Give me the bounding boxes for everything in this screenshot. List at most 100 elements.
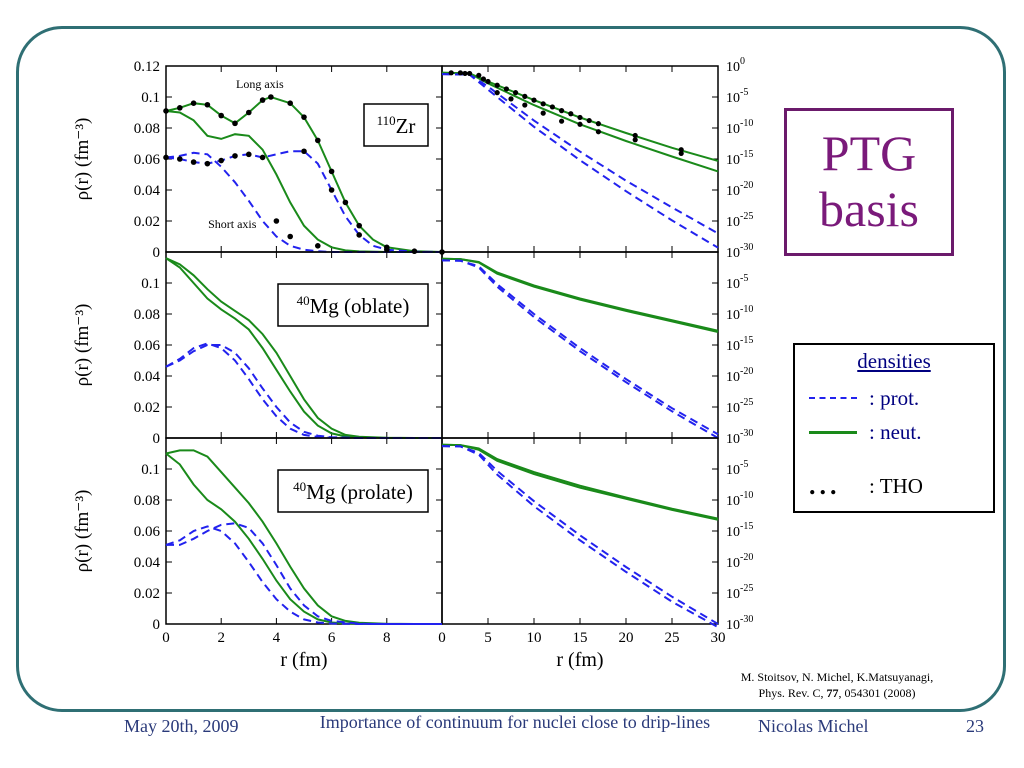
legend-title: densities (857, 349, 931, 373)
proton-log-density-curve (441, 445, 719, 625)
x-tick-label: 25 (665, 630, 680, 646)
tho-point (268, 94, 274, 100)
x-tick-label: 0 (162, 630, 170, 646)
log-tick-label: 10-10 (726, 490, 753, 509)
log-tick-label: 10-30 (726, 614, 753, 633)
y-axis-label: ρ(r) (fm⁻³) (72, 118, 93, 201)
tho-point (246, 109, 252, 116)
nucleus-label: 40Mg (prolate) (293, 479, 413, 504)
tho-log-point (586, 117, 592, 124)
y-tick-label: 0.08 (134, 307, 160, 323)
tho-log-point (448, 70, 454, 76)
proton-log-density-curve (441, 73, 719, 249)
tho-point (190, 100, 197, 106)
log-panel-frame (441, 437, 719, 625)
y-tick-label: 0.04 (134, 555, 161, 571)
tho-log-point (457, 70, 463, 76)
y-tick-label: 0.02 (134, 586, 160, 602)
log-tick-label: 100 (726, 56, 745, 75)
log-tick-label: 10-30 (726, 428, 753, 447)
log-tick-label: 10-5 (726, 459, 748, 478)
row-panel-3: 0 0.02 0.04 0.06 0.08 0.1 ρ(r) (fm⁻³) 10-5 10-10… (72, 437, 753, 633)
proton-density-curve (165, 525, 442, 625)
tho-log-point (678, 150, 684, 157)
proton-density-curve (165, 342, 442, 439)
tho-log-point (678, 147, 684, 153)
tho-log-point (632, 137, 638, 143)
x-tick-label: 2 (217, 630, 225, 646)
legend-item-neutron: : neut. (809, 419, 922, 445)
legend-proton-label: : prot. (869, 385, 920, 410)
log-tick-label: 10-25 (726, 583, 753, 602)
y-tick-label: 0.12 (134, 59, 160, 75)
tho-point (315, 137, 321, 144)
nucleus-label: 110Zr (377, 113, 416, 138)
proton-density-curve (166, 522, 442, 625)
tho-log-point (480, 76, 486, 82)
footer-title: Importance of continuum for nuclei close… (319, 712, 711, 732)
y-tick-label: 0.08 (134, 121, 160, 137)
tho-log-point (476, 72, 482, 78)
legend-tho-swatch: ... (809, 471, 841, 500)
y-tick-label: 0.02 (134, 214, 160, 230)
tho-point (232, 120, 238, 127)
tho-point (273, 218, 280, 224)
x-tick-label: 0 (438, 630, 446, 646)
density-figure: 0 0.02 0.04 0.06 0.08 0.1 0.12 ρ(r) (fm⁻³) 100 10… (60, 52, 780, 672)
citation-volume: 77 (826, 686, 839, 700)
tho-point (411, 248, 418, 255)
tho-point (163, 154, 169, 161)
legend-tho-label: : THO (869, 473, 923, 498)
tho-point (328, 168, 335, 175)
tho-log-point (485, 78, 491, 85)
tho-point (259, 97, 266, 103)
tho-log-point (559, 118, 565, 124)
x-tick-label: 15 (573, 630, 588, 646)
x-tick-label: 4 (273, 630, 281, 646)
tho-point (259, 154, 266, 161)
tho-log-point (462, 70, 468, 77)
proton-density-curve (165, 344, 442, 439)
tho-point (356, 222, 363, 229)
tho-point (301, 148, 307, 155)
citation: M. Stoitsov, N. Michel, K.Matsuyanagi, P… (712, 669, 962, 701)
neutron-log-density-curve (441, 443, 719, 521)
log-panel-frame (441, 251, 719, 439)
y-axis-label: ρ(r) (fm⁻³) (72, 490, 93, 573)
y-tick-label: 0.08 (134, 493, 160, 509)
tho-point (204, 101, 211, 108)
ptg-box-line1: PTG (821, 125, 917, 181)
ptg-box-line2: basis (819, 181, 919, 237)
citation-line2: Phys. Rev. C, 77, 054301 (2008) (712, 685, 962, 701)
tho-point (287, 233, 293, 240)
tho-log-point (577, 114, 583, 121)
tho-point (328, 187, 335, 193)
tho-log-point (503, 86, 509, 92)
x-tick-label: 30 (711, 630, 726, 646)
legend: densities : prot. : neut. ... : THO (793, 343, 995, 513)
tho-point (163, 108, 169, 114)
y-tick-label: 0.1 (141, 276, 160, 292)
tho-log-point (577, 121, 583, 127)
tho-log-point (559, 108, 565, 114)
neutron-log-density-curve (441, 71, 719, 173)
legend-neutron-swatch (809, 430, 857, 434)
annotation-short-axis: Short axis (208, 217, 257, 231)
nucleus-label: 40Mg (oblate) (297, 293, 410, 318)
tho-log-point (467, 70, 473, 77)
y-axis-label: ρ(r) (fm⁻³) (72, 304, 93, 387)
row-panel-2: 0 0.02 0.04 0.06 0.08 0.1 ρ(r) (fm⁻³) 10-5 10-10… (72, 251, 753, 447)
y-tick-label: 0 (153, 431, 161, 447)
tho-log-point (522, 93, 528, 99)
x-axis-label: r (fm) (280, 649, 327, 671)
proton-density-curve (165, 151, 442, 253)
tho-log-point (540, 110, 546, 116)
log-tick-label: 10-25 (726, 397, 753, 416)
log-tick-label: 10-20 (726, 366, 753, 385)
tho-point (287, 100, 293, 106)
proton-log-density-curve (441, 259, 719, 436)
footer-date: May 20th, 2009 (124, 716, 239, 736)
tho-log-point (595, 129, 602, 135)
nucleus-label-box (363, 103, 429, 147)
proton-log-density-curve (441, 445, 719, 628)
